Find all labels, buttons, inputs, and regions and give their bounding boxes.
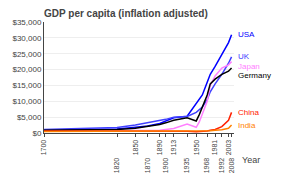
svg-text:1820: 1820 [113,158,120,174]
svg-text:China: China [238,108,259,117]
svg-text:1992: 1992 [218,158,225,174]
svg-text:1900: 1900 [162,158,169,174]
svg-text:$10,000: $10,000 [12,97,41,106]
svg-text:USA: USA [238,30,255,39]
svg-text:Germany: Germany [238,71,271,80]
svg-text:Japan: Japan [238,62,260,71]
svg-text:$35,000: $35,000 [12,18,41,27]
svg-text:UK: UK [238,52,250,61]
svg-text:$30,000: $30,000 [12,34,41,43]
svg-text:1913: 1913 [170,140,177,156]
svg-text:1850: 1850 [132,140,139,156]
svg-text:2008: 2008 [228,158,235,174]
svg-text:1950: 1950 [193,140,200,156]
svg-text:1968: 1968 [203,158,210,174]
svg-text:2003: 2003 [225,140,232,156]
svg-text:$25,000: $25,000 [12,50,41,59]
svg-text:$20,000: $20,000 [12,65,41,74]
svg-text:1700: 1700 [40,140,47,156]
svg-text:$0: $0 [32,129,41,138]
svg-text:1890: 1890 [156,140,163,156]
svg-text:1935: 1935 [183,158,190,174]
svg-text:India: India [238,121,256,130]
svg-text:GDP per capita (inflation adju: GDP per capita (inflation adjusted) [44,8,208,19]
svg-text:1981: 1981 [211,140,218,156]
svg-text:1870: 1870 [144,158,151,174]
svg-text:$15,000: $15,000 [12,81,41,90]
svg-text:Year: Year [242,155,260,165]
svg-text:$5,000: $5,000 [17,113,42,122]
